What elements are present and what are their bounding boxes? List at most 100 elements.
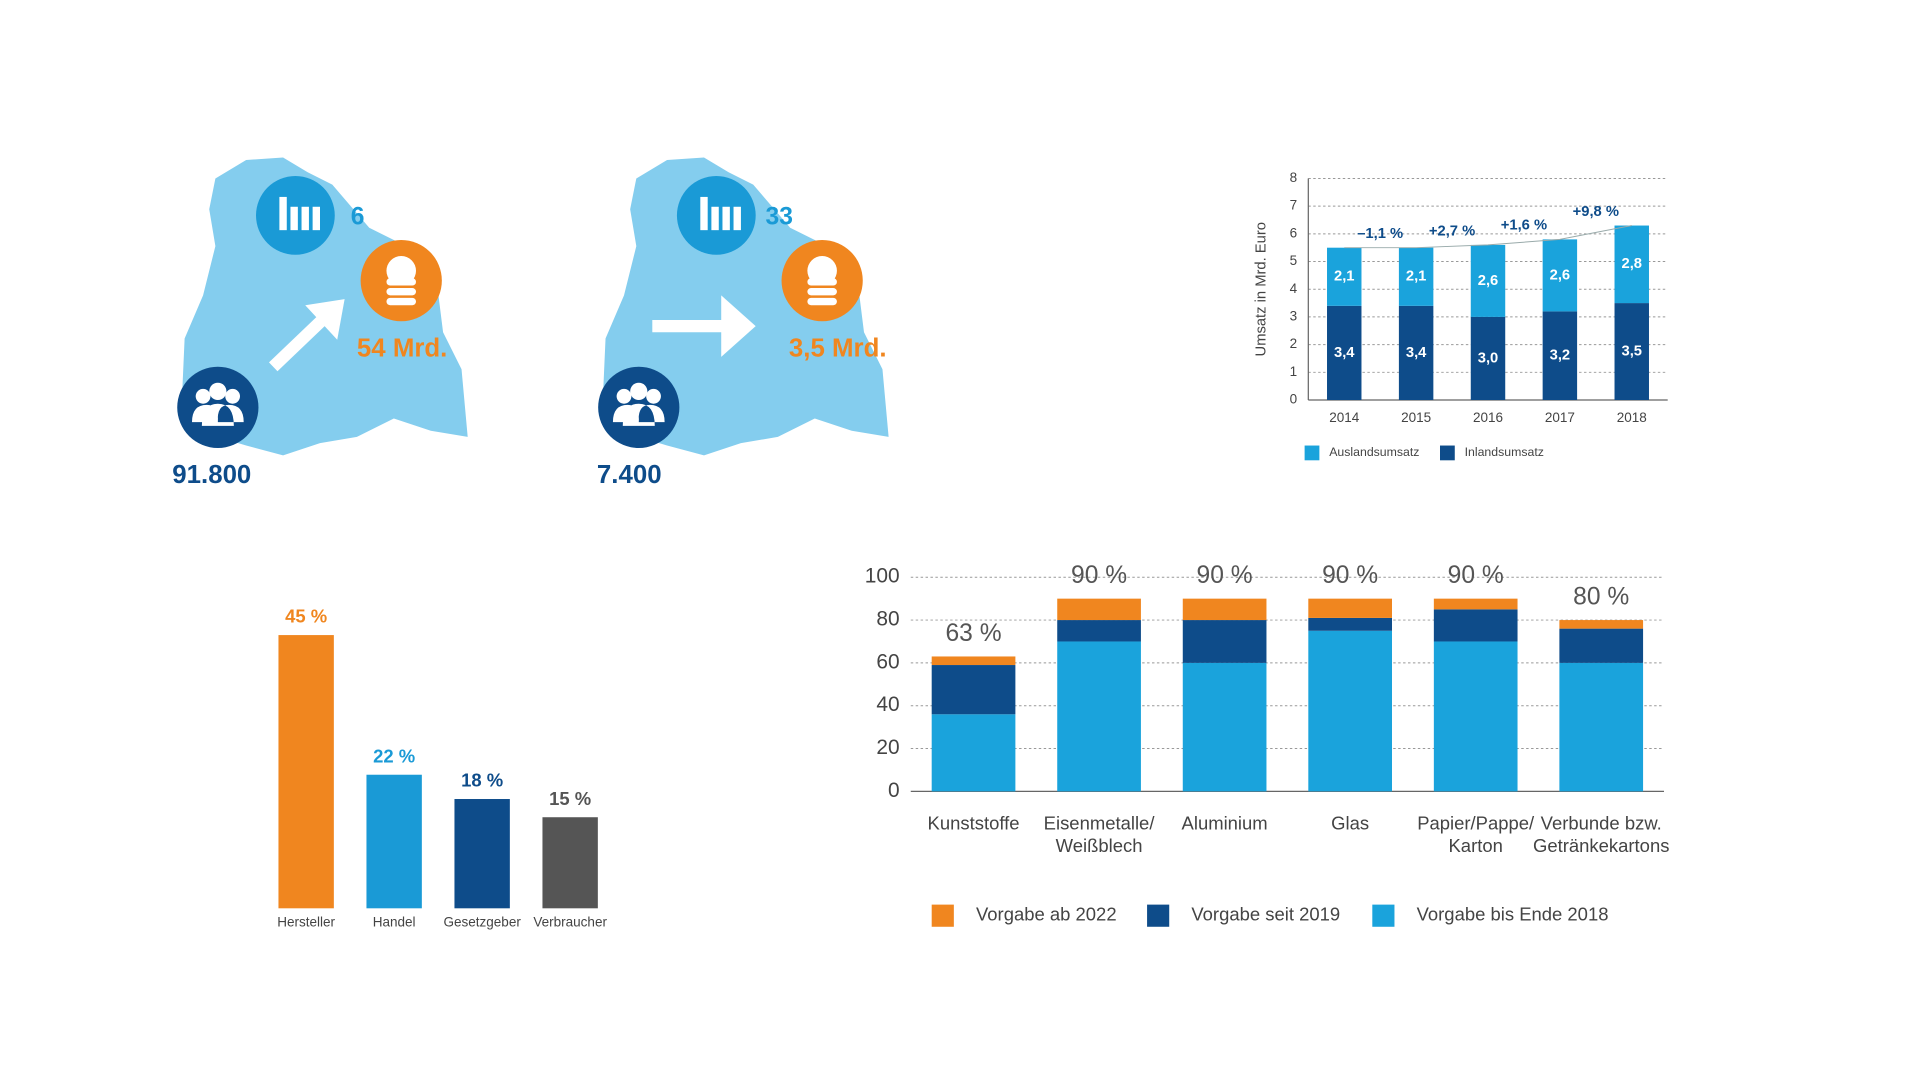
- bar-segment: [1308, 598, 1392, 618]
- bar-segment: [1182, 662, 1267, 792]
- annotation: +2,7 %: [1429, 223, 1475, 239]
- plants-count: 33: [766, 203, 793, 230]
- x-tick-label: 2018: [1617, 410, 1647, 425]
- value-label: 3,4: [1334, 345, 1355, 361]
- bar-segment: [1057, 598, 1141, 621]
- x-tick-label: Verbraucher: [533, 915, 607, 930]
- legend-swatch: [1304, 445, 1320, 461]
- y-tick-label: 6: [1290, 225, 1298, 240]
- value-label: 3,0: [1478, 350, 1499, 366]
- legend-label: Vorgabe ab 2022: [976, 904, 1117, 925]
- y-tick-label: 3: [1290, 309, 1298, 324]
- y-tick-label: 40: [876, 693, 899, 716]
- y-tick-label: 0: [1290, 392, 1298, 407]
- y-tick-label: 20: [876, 736, 899, 759]
- bar-segment: [1182, 598, 1267, 621]
- value-label: 2,1: [1334, 269, 1355, 285]
- bar-segment: [1057, 641, 1141, 792]
- people-glyph: [192, 382, 244, 426]
- value-label: 2,6: [1550, 267, 1571, 283]
- x-tick-label: Handel: [373, 915, 416, 930]
- y-tick-label: 2: [1290, 336, 1298, 351]
- bar-segment: [1559, 662, 1644, 792]
- legend-swatch: [1440, 445, 1455, 461]
- x-tick-label: 2016: [1473, 410, 1503, 425]
- bar: [542, 817, 598, 909]
- legend-label: Vorgabe seit 2019: [1191, 904, 1340, 925]
- x-tick-label: Gesetzgeber: [443, 915, 521, 930]
- bar-segment: [1614, 225, 1649, 304]
- arrow-right: [652, 295, 756, 357]
- bar-segment: [1398, 247, 1434, 306]
- employees-count: 7.400: [597, 461, 662, 489]
- bar: [278, 635, 334, 909]
- bar-segment: [1433, 598, 1518, 610]
- coins-glyph: [386, 256, 416, 306]
- y-tick-label: 80: [876, 608, 899, 631]
- value-label: 2,6: [1478, 273, 1499, 289]
- value-label: 22 %: [373, 745, 415, 766]
- total-label: 80 %: [1573, 583, 1629, 610]
- bar-segment: [1542, 311, 1578, 400]
- bar-segment: [1398, 305, 1434, 400]
- people-glyph: [612, 382, 665, 426]
- bar-segment: [1433, 641, 1518, 792]
- region-panel: 33 3,5 Mrd. 7.400: [597, 157, 889, 489]
- value-label: 3,5: [1621, 343, 1642, 359]
- bar-segment: [1308, 630, 1392, 792]
- annotation: +1,6 %: [1501, 218, 1547, 234]
- coins-glyph: [807, 256, 837, 306]
- bar-segment: [1470, 244, 1506, 317]
- y-tick-label: 1: [1290, 364, 1298, 379]
- x-tick-label: Hersteller: [277, 915, 335, 930]
- y-tick-label: 4: [1290, 281, 1298, 296]
- legend-swatch: [1147, 904, 1170, 927]
- bar-segment: [1327, 247, 1362, 306]
- bar-segment: [1308, 617, 1392, 631]
- revenue-value: 54 Mrd.: [357, 334, 447, 362]
- bar: [454, 799, 510, 909]
- region-panel: 6 54 Mrd. 91.800: [172, 157, 468, 489]
- x-tick-label: Glas: [1331, 812, 1369, 833]
- x-tick-label: Verbunde bzw. Getränkekartons: [1533, 812, 1669, 855]
- trend-line: [1344, 225, 1632, 249]
- annotation: +9,8 %: [1573, 204, 1619, 220]
- y-tick-label: 7: [1290, 198, 1298, 213]
- value-label: 18 %: [461, 770, 503, 791]
- y-tick-label: 60: [876, 650, 899, 673]
- x-tick-label: Eisenmetalle/Weißblech: [1044, 812, 1156, 855]
- region-map: [603, 157, 889, 456]
- factory-glyph: [700, 196, 741, 231]
- x-tick-label: 2017: [1545, 410, 1575, 425]
- total-label: 90 %: [1448, 562, 1504, 589]
- bar-segment: [931, 656, 1016, 666]
- legend-label: Auslandsumsatz: [1329, 445, 1419, 459]
- bar-segment: [1182, 620, 1267, 663]
- bar-segment: [1057, 620, 1141, 642]
- value-label: 3,2: [1550, 348, 1571, 364]
- bar-segment: [1542, 239, 1578, 312]
- y-tick-label: 100: [865, 565, 900, 588]
- bar-segment: [1433, 609, 1518, 642]
- plants-count: 6: [351, 203, 365, 230]
- x-tick-label: Kunststoffe: [928, 812, 1020, 833]
- y-tick-label: 8: [1290, 170, 1298, 185]
- x-tick-label: Aluminium: [1182, 812, 1268, 833]
- legend-swatch: [1372, 904, 1395, 927]
- y-tick-label: 0: [888, 779, 900, 802]
- bar-segment: [1559, 628, 1644, 663]
- value-label: 2,1: [1406, 269, 1427, 285]
- total-label: 90 %: [1197, 562, 1253, 589]
- y-tick-label: 5: [1290, 253, 1298, 268]
- x-tick-label: Papier/Pappe/Karton: [1417, 812, 1535, 855]
- bar-segment: [1614, 303, 1649, 400]
- legend-swatch: [931, 904, 954, 927]
- revenue-value: 3,5 Mrd.: [789, 334, 887, 362]
- x-tick-label: 2015: [1401, 410, 1431, 425]
- annotation: –1,1 %: [1357, 226, 1403, 242]
- value-label: 15 %: [549, 788, 591, 809]
- bar-segment: [1470, 316, 1506, 400]
- value-label: 2,8: [1621, 256, 1642, 272]
- bar-segment: [931, 665, 1016, 715]
